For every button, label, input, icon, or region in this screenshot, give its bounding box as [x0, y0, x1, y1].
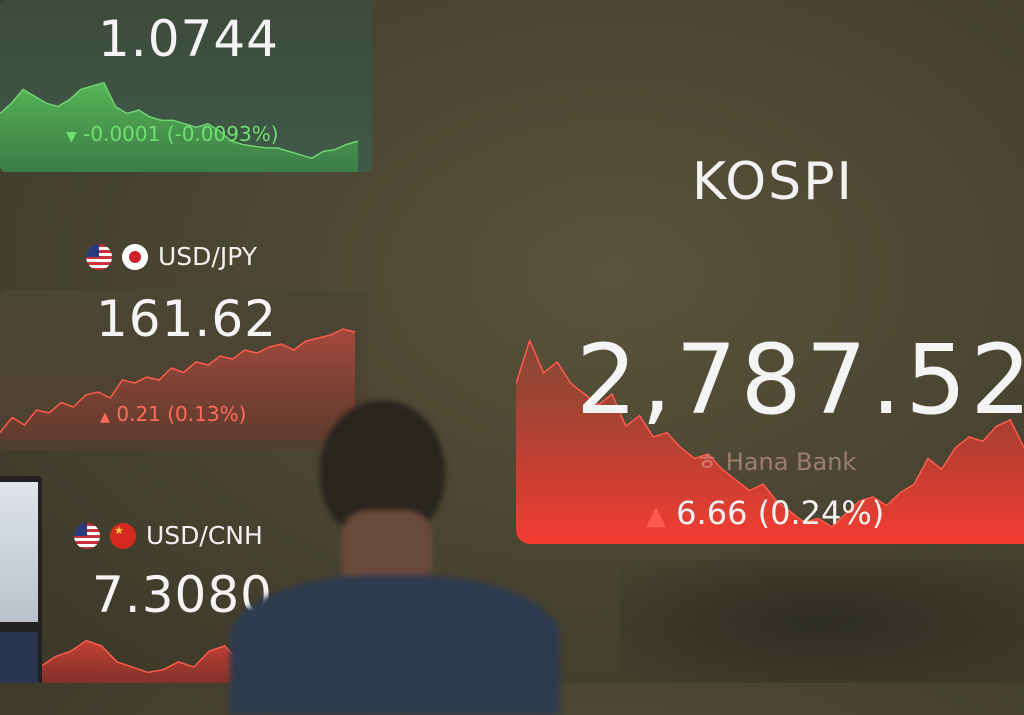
sparkline-area [0, 329, 355, 440]
background-blur [620, 560, 1024, 683]
eur-usd-price: 1.0744 [98, 10, 279, 68]
jp-flag-icon [122, 243, 148, 270]
kospi-title: KOSPI [692, 152, 854, 212]
usd-cnh-sparkline [40, 639, 240, 683]
usd-jpy-price: 161.62 [96, 290, 277, 348]
kospi-change: ▲ 6.66 (0.24%) [646, 494, 885, 532]
sparkline-area [0, 82, 358, 172]
sparkline-line [516, 338, 1024, 528]
hana-logo-icon: ㅎ [696, 448, 719, 476]
eur-usd-change: ▼ -0.0001 (-0.0093%) [66, 122, 279, 146]
usd-jpy-sparkline [0, 328, 356, 440]
sparkline-line [40, 639, 240, 674]
usd-cnh-label: USD/CNH [74, 521, 263, 550]
side-monitor [0, 476, 42, 683]
kospi-chart [516, 338, 1024, 544]
us-flag-icon [86, 243, 112, 270]
kospi-price: 2,787.52 [576, 330, 1024, 436]
up-arrow-icon: ▲ [100, 410, 110, 425]
eur-usd-panel: 1.0744 ▼ -0.0001 (-0.0093%) [0, 0, 372, 172]
up-arrow-icon: ▲ [646, 501, 666, 531]
cn-flag-icon [110, 522, 136, 549]
usd-jpy-label: USD/JPY [86, 242, 257, 271]
kospi-panel: ㅎ Hana Bank 2,787.52 ▲ 6.66 (0.24%) [516, 330, 1024, 544]
sparkline-area [40, 640, 240, 683]
hana-bank-watermark: ㅎ Hana Bank [696, 448, 857, 476]
sparkline-line [0, 328, 356, 433]
sparkline-area [516, 340, 1024, 544]
usd-jpy-panel: 161.62 ▲ 0.21 (0.13%) [0, 290, 368, 450]
sparkline-line [0, 81, 359, 160]
us-flag-icon [74, 522, 100, 549]
down-arrow-icon: ▼ [66, 129, 77, 145]
eur-usd-sparkline [0, 81, 359, 172]
usd-jpy-change: ▲ 0.21 (0.13%) [100, 402, 247, 426]
person-silhouette [230, 400, 560, 715]
